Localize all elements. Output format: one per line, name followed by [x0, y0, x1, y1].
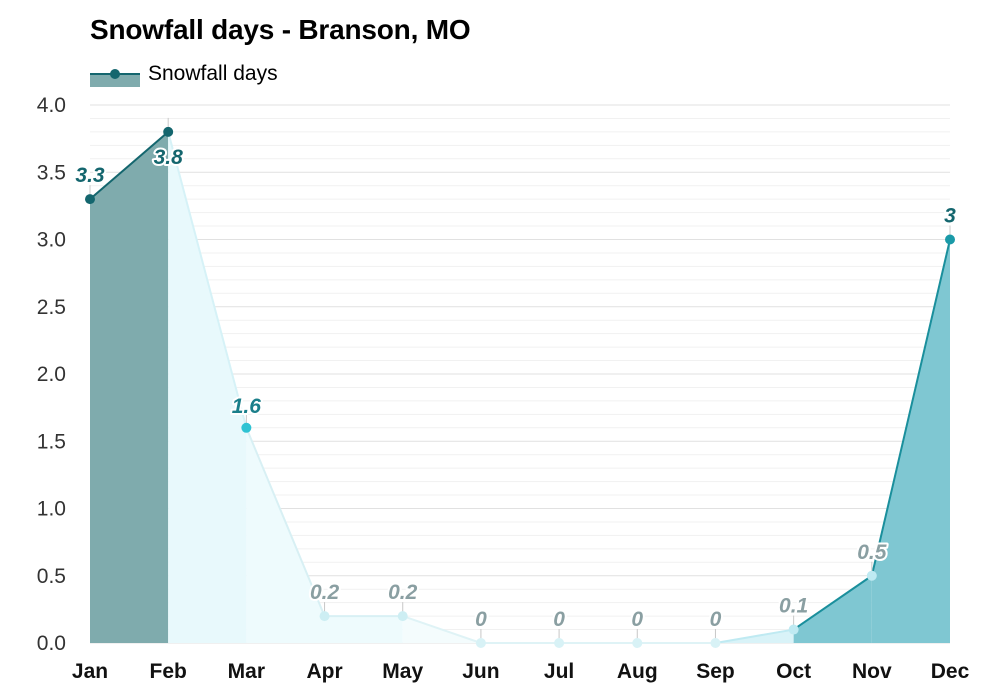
- data-label-nov: 0.5: [857, 541, 887, 564]
- line-segment-may: [402, 615, 482, 644]
- x-tick-label-feb: Feb: [150, 660, 187, 683]
- data-point-feb: [163, 126, 174, 137]
- y-tick-label: 1.5: [37, 430, 66, 453]
- x-axis-ticks: Jan Feb Mar Apr May Jun Jul Aug Sep Oct Nov Dec: [72, 660, 970, 683]
- y-tick-label: 3.0: [37, 229, 66, 252]
- data-label-jul: 0: [553, 608, 565, 631]
- data-point-oct: [788, 624, 799, 635]
- data-label-dec: 3: [944, 205, 956, 228]
- data-label-mar: 1.6: [232, 395, 262, 418]
- data-label-jun: 0: [475, 608, 487, 631]
- area-segments: [90, 131, 950, 643]
- data-labels: 3.3 3.8 1.6 0.2 0.2 0 0 0 0 0.1 0.5 3: [73, 144, 958, 633]
- area-segment-jan: [90, 131, 169, 643]
- x-tick-label-mar: Mar: [228, 660, 265, 683]
- data-point-mar: [241, 422, 252, 433]
- data-label-may: 0.2: [388, 581, 418, 604]
- chart-title: Snowfall days - Branson, MO: [90, 14, 471, 45]
- line-segment-mar: [245, 427, 326, 617]
- data-point-apr: [319, 611, 330, 622]
- data-label-aug: 0: [631, 608, 643, 631]
- legend-marker-icon: [110, 69, 120, 79]
- area-segment-feb: [168, 131, 247, 643]
- data-point-may: [397, 611, 408, 622]
- line-segment-oct: [793, 574, 873, 631]
- y-tick-label: 3.5: [37, 161, 66, 184]
- data-label-oct: 0.1: [779, 595, 808, 618]
- legend[interactable]: Snowfall days: [90, 60, 278, 88]
- legend-swatch: [90, 61, 140, 87]
- y-tick-label: 0.5: [37, 565, 66, 588]
- x-tick-label-nov: Nov: [852, 660, 892, 683]
- x-tick-label-oct: Oct: [776, 660, 811, 683]
- x-tick-label-jan: Jan: [72, 660, 108, 683]
- y-tick-label: 4.0: [37, 94, 66, 117]
- data-label-feb: 3.8: [154, 146, 184, 169]
- data-point-sep: [710, 638, 721, 648]
- data-point-jun: [475, 638, 486, 648]
- x-tick-label-apr: Apr: [306, 660, 342, 683]
- data-point-jan: [85, 194, 95, 205]
- area-segment-mar: [246, 427, 325, 643]
- line-segment-feb: [167, 131, 248, 429]
- label-tick-marks: [89, 117, 951, 639]
- y-axis-ticks: 0.0 0.5 1.0 1.5 2.0 2.5 3.0 3.5 4.0: [37, 94, 66, 655]
- data-point-aug: [632, 638, 643, 648]
- line-segment-nov: [870, 239, 951, 576]
- legend-fill-swatch: [90, 74, 140, 87]
- area-segment-apr: [324, 616, 403, 643]
- x-tick-label-jun: Jun: [462, 660, 499, 683]
- data-label-apr: 0.2: [310, 581, 340, 604]
- data-point-nov: [866, 570, 877, 581]
- x-tick-label-aug: Aug: [617, 660, 658, 683]
- x-tick-label-jul: Jul: [544, 660, 574, 683]
- area-segment-oct: [793, 575, 872, 643]
- y-tick-label: 2.0: [37, 363, 66, 386]
- legend-swatch-graphic: [90, 69, 140, 87]
- x-tick-label-sep: Sep: [696, 660, 735, 683]
- line-segment-jan: [89, 131, 169, 200]
- data-label-sep: 0: [710, 608, 722, 631]
- data-label-jan: 3.3: [75, 164, 105, 187]
- y-tick-label: 1.0: [37, 498, 66, 521]
- line-segments: [89, 131, 951, 644]
- data-point-jul: [554, 638, 565, 648]
- area-segment-nov: [871, 239, 950, 643]
- data-points: [85, 126, 955, 648]
- legend-label: Snowfall days: [148, 62, 278, 85]
- x-tick-label-dec: Dec: [931, 660, 970, 683]
- x-tick-label-may: May: [382, 660, 423, 683]
- y-tick-label: 2.5: [37, 296, 66, 319]
- line-segment-sep: [715, 628, 794, 644]
- data-point-dec: [945, 234, 955, 245]
- y-tick-label: 0.0: [37, 632, 66, 655]
